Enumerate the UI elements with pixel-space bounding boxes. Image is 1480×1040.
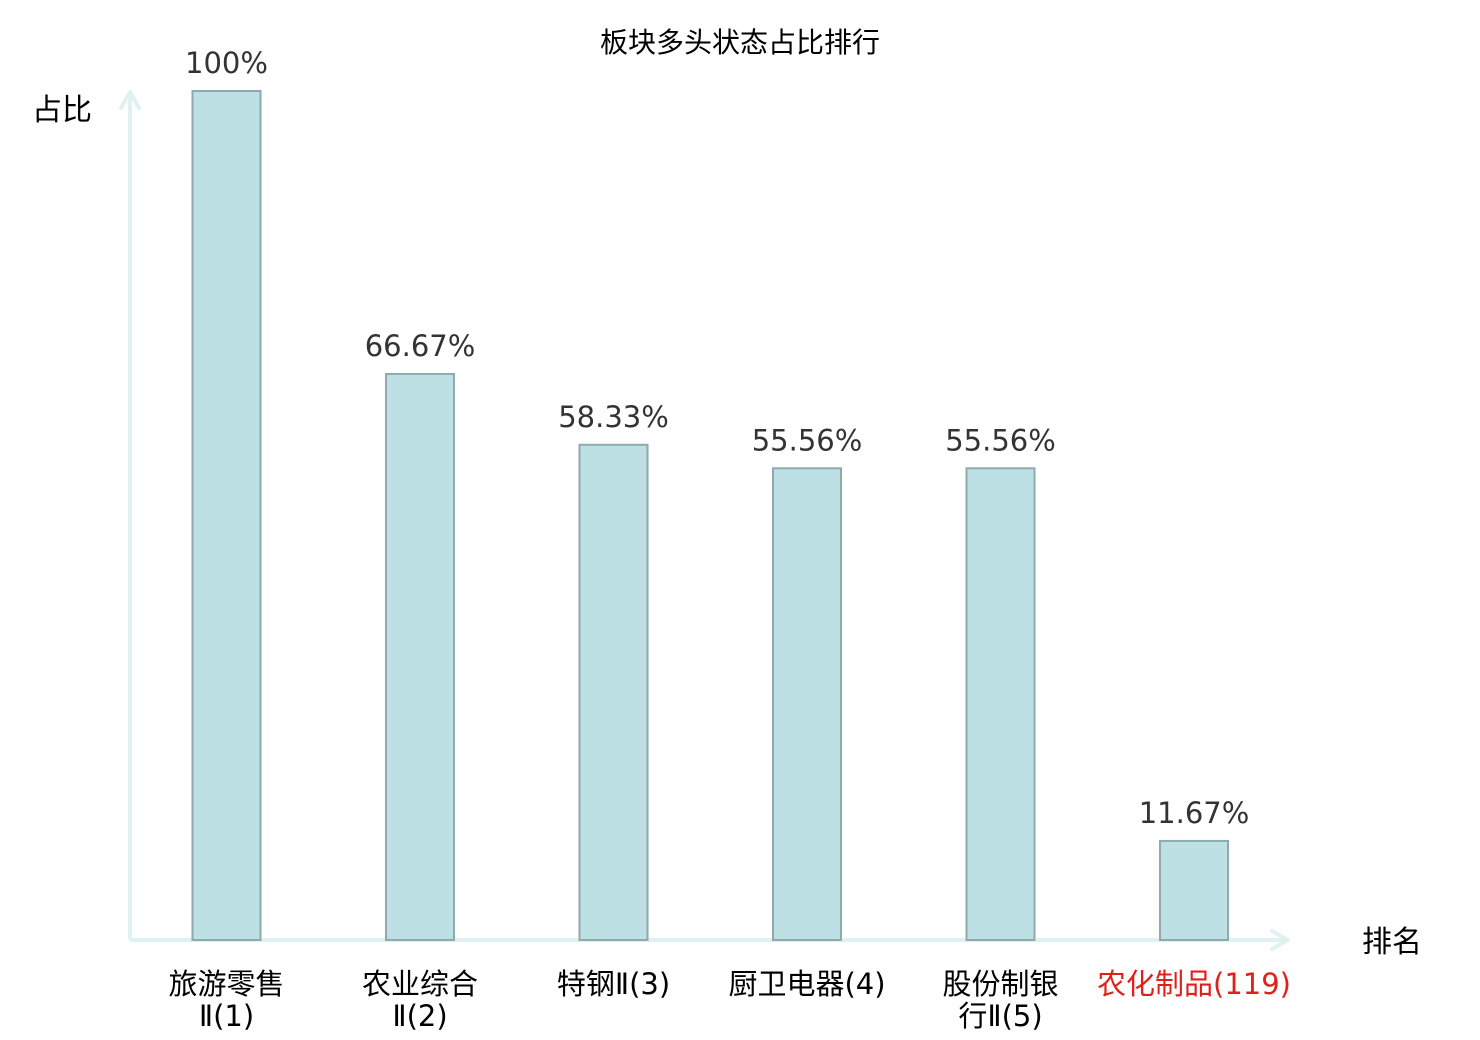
category-label-line: 农化制品(119) — [1097, 967, 1291, 1001]
category-label-line: Ⅱ(1) — [199, 999, 254, 1033]
category-label-line: 旅游零售 — [168, 967, 284, 1001]
category-label: 农业综合 Ⅱ(2) — [362, 967, 478, 1033]
bar — [191, 90, 262, 941]
category-label-line: Ⅱ(2) — [392, 999, 447, 1033]
bar-value-label: 66.67% — [365, 329, 476, 363]
bar — [385, 372, 455, 942]
bar — [965, 467, 1036, 941]
bar — [578, 443, 649, 941]
category-label: 农化制品(119) — [1097, 967, 1291, 1001]
y-axis-arrow — [119, 90, 141, 110]
category-label: 特钢Ⅱ(3) — [557, 967, 670, 1001]
category-label-line: 特钢Ⅱ(3) — [557, 967, 670, 1001]
chart-title: 板块多头状态占比排行 — [600, 26, 880, 59]
bar — [1159, 839, 1229, 941]
y-axis-label: 占比 — [32, 93, 92, 128]
category-label-line: 行Ⅱ(5) — [958, 999, 1042, 1033]
bar-value-label: 58.33% — [558, 400, 669, 434]
category-label-line: 厨卫电器(4) — [728, 967, 885, 1001]
x-axis-arrow — [1270, 929, 1290, 951]
bar — [772, 467, 842, 941]
bar-value-label: 100% — [185, 46, 268, 80]
bar-group: 100% 旅游零售 Ⅱ(1) 66.67% 农业综合 Ⅱ(2) 58.33% 特钢Ⅱ(3) 55… — [168, 46, 1291, 1033]
category-label: 旅游零售 Ⅱ(1) — [168, 967, 284, 1033]
category-label-line: 农业综合 — [362, 967, 478, 1001]
category-label: 股份制银行Ⅱ(5) — [942, 967, 1058, 1033]
bar-value-label: 55.56% — [945, 423, 1056, 457]
bar-value-label: 55.56% — [752, 423, 863, 457]
category-label-line: 股份制银 — [942, 967, 1058, 1001]
x-axis-label: 排名 — [1362, 925, 1422, 960]
category-label: 厨卫电器(4) — [728, 967, 885, 1001]
bar-value-label: 11.67% — [1139, 796, 1250, 830]
